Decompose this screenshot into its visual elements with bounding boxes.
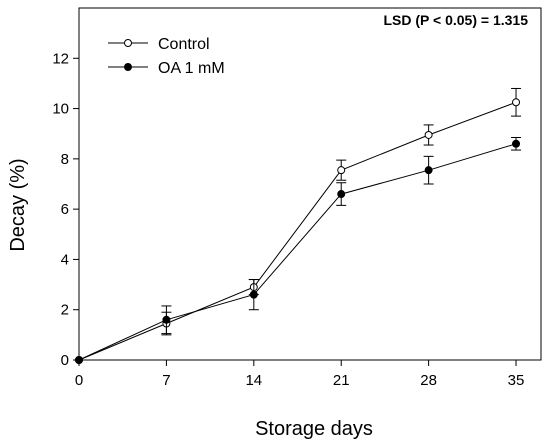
y-tick-label: 10 [52, 101, 69, 118]
x-tick-label: 7 [162, 372, 170, 389]
data-point [337, 190, 346, 199]
data-point [75, 356, 83, 364]
x-tick-label: 35 [508, 372, 525, 389]
legend-marker [124, 39, 132, 47]
data-point [162, 315, 171, 324]
x-tick-label: 14 [245, 372, 262, 389]
data-point [512, 98, 521, 107]
plot-border [78, 7, 542, 361]
data-point [512, 139, 521, 148]
series-oa-1mm [75, 136, 522, 364]
y-axis-title: Decay (%) [7, 158, 29, 251]
lsd-annotation: LSD (P < 0.05) = 1.315 [384, 12, 529, 28]
series-line [78, 101, 517, 361]
x-axis: 0 7 14 21 28 35 [75, 360, 525, 389]
y-tick-label: 2 [61, 302, 69, 319]
data-point [249, 290, 258, 299]
x-tick-label: 0 [75, 372, 83, 389]
y-tick-label: 0 [61, 352, 69, 369]
series-layer [75, 87, 522, 364]
x-axis-title: Storage days [255, 418, 373, 440]
series-line [78, 143, 517, 361]
y-axis: 0 2 4 6 8 10 12 [52, 50, 79, 369]
plot-frame [78, 7, 542, 361]
data-point [424, 130, 433, 139]
y-tick-label: 4 [61, 251, 69, 268]
data-point [337, 166, 346, 175]
y-tick-label: 6 [61, 201, 69, 218]
data-point [424, 166, 433, 175]
x-tick-label: 21 [333, 372, 350, 389]
series-control [75, 87, 522, 364]
legend: Control OA 1 mM [108, 36, 225, 77]
x-tick-label: 28 [420, 372, 437, 389]
legend-marker [124, 63, 132, 71]
y-tick-label: 12 [52, 50, 69, 67]
legend-label: Control [158, 36, 210, 53]
legend-label: OA 1 mM [158, 60, 225, 77]
y-tick-label: 8 [61, 151, 69, 168]
